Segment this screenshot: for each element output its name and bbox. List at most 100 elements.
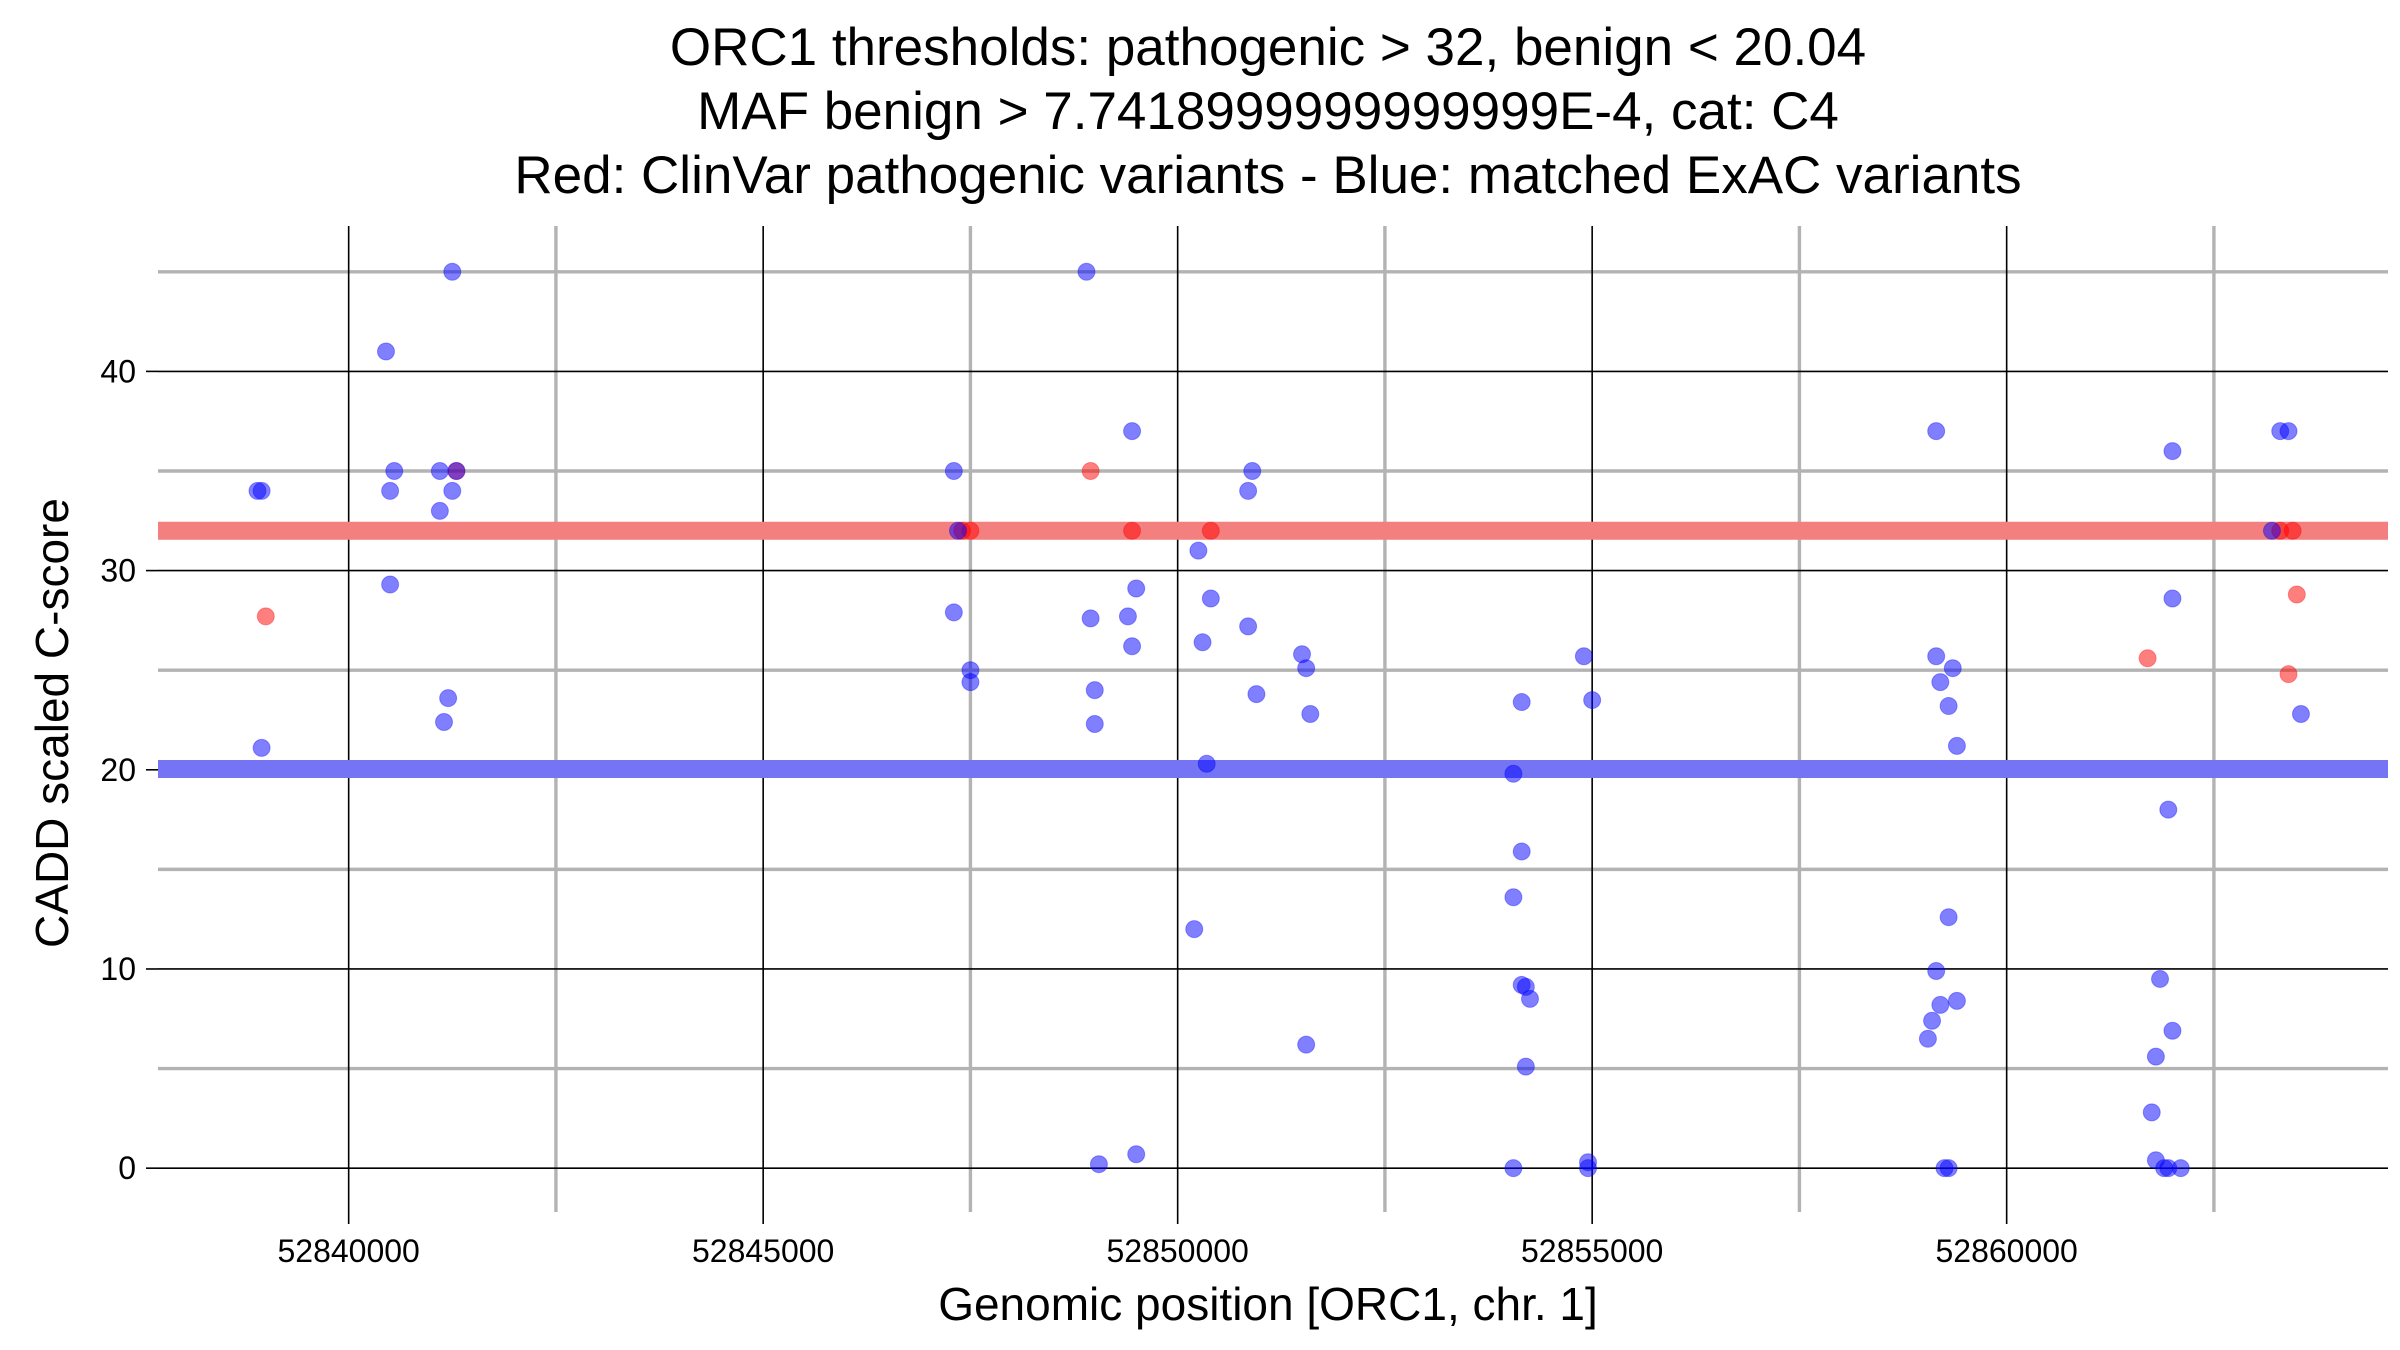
data-point	[1189, 541, 1208, 560]
data-point	[1947, 991, 1966, 1010]
data-point	[2262, 521, 2281, 540]
y-tick-label: 40	[100, 353, 136, 389]
data-point	[1512, 693, 1531, 712]
data-point	[1927, 961, 1946, 980]
threshold-lines	[158, 521, 2388, 778]
data-point	[2279, 665, 2298, 684]
data-point	[1943, 659, 1962, 678]
data-point	[1504, 1159, 1523, 1178]
data-point	[1947, 736, 1966, 755]
data-point	[2142, 1103, 2161, 1122]
data-point	[2283, 521, 2302, 540]
data-point	[1201, 589, 1220, 608]
data-point	[1239, 481, 1258, 500]
clinvar-series	[256, 461, 2306, 684]
data-point	[1077, 262, 1096, 281]
data-point	[435, 712, 454, 731]
data-point	[2171, 1159, 2190, 1178]
data-point	[1127, 579, 1146, 598]
data-point	[961, 673, 980, 692]
title-line-1: ORC1 thresholds: pathogenic > 32, benign…	[670, 18, 1866, 77]
data-point	[1520, 989, 1539, 1008]
data-point	[1123, 521, 1142, 540]
data-point	[1931, 673, 1950, 692]
data-point	[2159, 800, 2178, 819]
data-point	[2163, 1021, 2182, 1040]
x-tick-label: 52850000	[1106, 1233, 1248, 1269]
data-point	[1085, 681, 1104, 700]
grid	[158, 225, 2388, 1212]
x-tick-label: 52840000	[277, 1233, 419, 1269]
data-point	[1939, 908, 1958, 927]
data-point	[447, 461, 466, 480]
data-point	[1123, 637, 1142, 656]
data-point	[1085, 714, 1104, 733]
y-tick-label: 20	[100, 752, 136, 788]
data-point	[381, 575, 400, 594]
data-point	[1504, 764, 1523, 783]
data-point	[1197, 754, 1216, 773]
data-point	[381, 481, 400, 500]
data-point	[2279, 422, 2298, 441]
data-point	[944, 461, 963, 480]
data-point	[376, 342, 395, 361]
data-point	[1185, 920, 1204, 939]
data-point	[1201, 521, 1220, 540]
data-point	[385, 461, 404, 480]
y-tick-label: 10	[100, 951, 136, 987]
data-point	[948, 521, 967, 540]
data-point	[1081, 609, 1100, 628]
data-point	[1239, 617, 1258, 636]
data-point	[1123, 422, 1142, 441]
data-point	[1574, 647, 1593, 666]
data-point	[1931, 995, 1950, 1014]
data-point	[252, 738, 271, 757]
data-point	[1089, 1155, 1108, 1174]
data-point	[1297, 659, 1316, 678]
data-point	[1193, 633, 1212, 652]
data-point	[1918, 1029, 1937, 1048]
data-point	[443, 481, 462, 500]
data-point	[1243, 461, 1262, 480]
data-point	[1081, 461, 1100, 480]
y-tick-label: 30	[100, 553, 136, 589]
data-point	[439, 689, 458, 708]
x-tick-label: 52860000	[1935, 1233, 2077, 1269]
exac-series	[248, 262, 2310, 1178]
data-point	[1301, 705, 1320, 724]
data-point	[2163, 442, 2182, 461]
data-point	[2291, 705, 2310, 724]
data-point	[1504, 888, 1523, 907]
data-point	[1516, 1057, 1535, 1076]
data-point	[1127, 1145, 1146, 1164]
data-point	[430, 461, 449, 480]
y-tick-label: 0	[118, 1150, 136, 1186]
data-point	[2138, 649, 2157, 668]
data-point	[2146, 1047, 2165, 1066]
data-point	[256, 607, 275, 626]
data-point	[430, 501, 449, 520]
data-point	[944, 603, 963, 622]
data-point	[1927, 647, 1946, 666]
data-point	[1297, 1035, 1316, 1054]
data-point	[1247, 685, 1266, 704]
x-axis-title: Genomic position [ORC1, chr. 1]	[938, 1278, 1598, 1330]
axes: 0 10 20 30 40 52840000 52845000 52850000 5285500…	[100, 353, 2077, 1269]
data-point	[1939, 697, 1958, 716]
data-point	[2287, 585, 2306, 604]
title-line-2: MAF benign > 7.7418999999999999E-4, cat:…	[697, 82, 1839, 141]
title-line-3: Red: ClinVar pathogenic variants - Blue:…	[514, 146, 2021, 205]
x-tick-label: 52845000	[692, 1233, 834, 1269]
data-point	[1927, 422, 1946, 441]
data-point	[1939, 1159, 1958, 1178]
data-point	[1579, 1153, 1598, 1172]
data-point	[2163, 589, 2182, 608]
data-point	[1583, 691, 1602, 710]
data-points	[248, 262, 2310, 1178]
y-axis-title: CADD scaled C-score	[26, 498, 78, 948]
chart-title: ORC1 thresholds: pathogenic > 32, benign…	[514, 18, 2021, 205]
data-point	[1512, 842, 1531, 861]
data-point	[1118, 607, 1137, 626]
data-point	[2151, 969, 2170, 988]
